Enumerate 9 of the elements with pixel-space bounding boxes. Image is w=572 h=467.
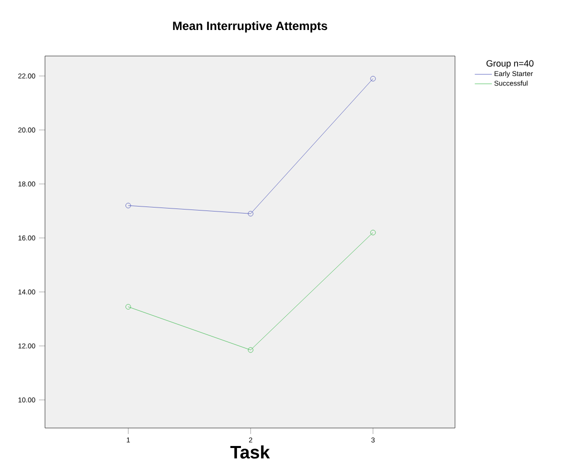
point — [370, 230, 376, 236]
point — [126, 202, 131, 208]
chart-title: Mean Interruptive Attempts — [173, 21, 328, 32]
point — [248, 210, 254, 216]
point — [248, 347, 254, 353]
point — [370, 76, 376, 82]
legend-title: Group n=40 — [486, 60, 534, 68]
x-axis-title: Task — [230, 445, 270, 459]
point — [126, 304, 131, 310]
